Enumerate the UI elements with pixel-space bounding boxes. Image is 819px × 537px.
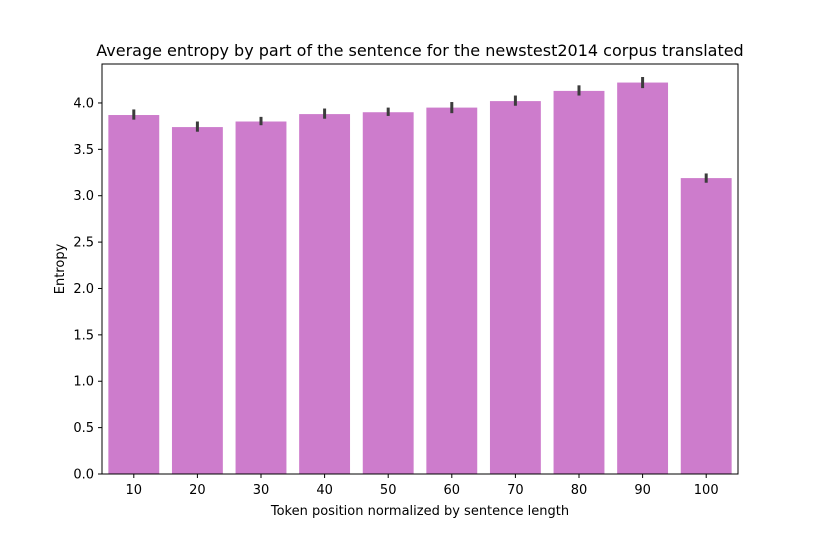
- y-tick-label: 2.5: [73, 236, 94, 251]
- bar-80: [553, 90, 605, 474]
- x-tick-label-30: 30: [253, 483, 270, 498]
- x-tick-label-20: 20: [189, 483, 206, 498]
- y-tick-label: 3.0: [73, 189, 94, 204]
- y-tick-label: 1.5: [73, 328, 94, 343]
- x-tick-label-40: 40: [316, 483, 333, 498]
- x-tick-label-10: 10: [126, 483, 143, 498]
- bar-40: [299, 114, 351, 474]
- bar-30: [235, 121, 287, 474]
- error-bars-layer: [132, 76, 708, 183]
- y-tick-label: 0.5: [73, 421, 94, 436]
- x-tick-label-50: 50: [380, 483, 397, 498]
- bar-10: [108, 115, 160, 474]
- bar-70: [489, 101, 541, 475]
- bar-100: [680, 178, 732, 474]
- y-tick-label: 1.0: [73, 375, 94, 390]
- x-tick-label-60: 60: [444, 483, 461, 498]
- y-tick-label: 3.5: [73, 143, 94, 158]
- x-tick-label-80: 80: [571, 483, 588, 498]
- x-tick-label-100: 100: [694, 483, 719, 498]
- plot-frame: [101, 63, 739, 475]
- bar-60: [426, 107, 478, 474]
- x-axis: 10 20 30 40 50 60 70 80 90 100: [126, 474, 719, 498]
- y-tick-label: 2.0: [73, 282, 94, 297]
- x-axis-label: Token position normalized by sentence le…: [270, 504, 569, 519]
- bar-20: [171, 127, 223, 475]
- y-tick-label: 4.0: [73, 96, 94, 111]
- x-tick-label-70: 70: [507, 483, 524, 498]
- bar-90: [617, 82, 669, 474]
- bars-layer: [108, 82, 732, 475]
- y-axis-label: Entropy: [53, 243, 68, 294]
- x-tick-label-90: 90: [634, 483, 651, 498]
- bar-50: [362, 112, 414, 474]
- y-tick-label: 0.0: [73, 468, 94, 483]
- chart-title: Average entropy by part of the sentence …: [96, 41, 743, 60]
- y-axis: 0.0 0.5 1.0 1.5 2.0 2.5 3.0 3.5 4.0: [73, 96, 102, 483]
